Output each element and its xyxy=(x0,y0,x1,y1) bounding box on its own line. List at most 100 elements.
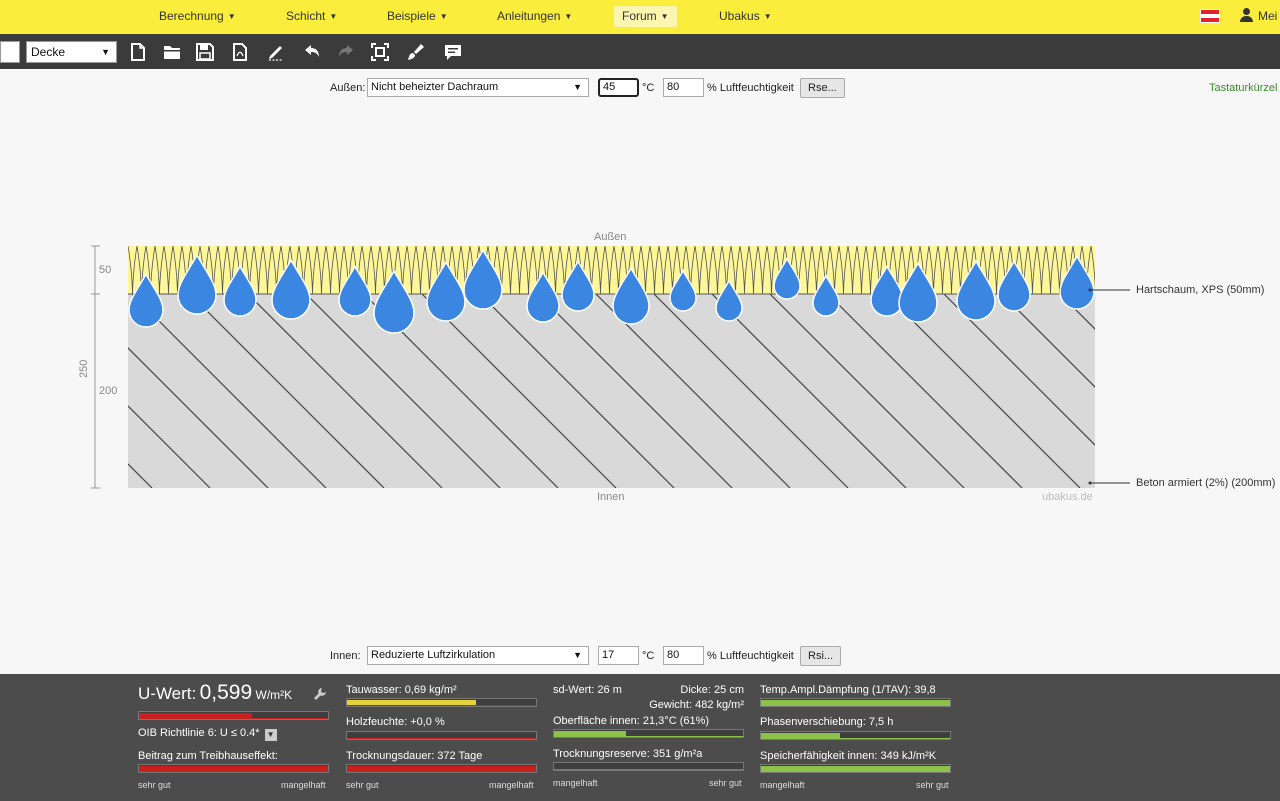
oib-requirement[interactable]: OIB Richtlinie 6: U ≤ 0.4* ▼ xyxy=(138,727,277,741)
wood-moisture-bar xyxy=(346,731,537,740)
caret-down-icon: ▼ xyxy=(763,12,772,21)
water-droplet-icon xyxy=(223,264,257,317)
inside-temperature-input[interactable]: 17 xyxy=(598,646,639,665)
water-droplet-icon xyxy=(373,269,415,334)
water-droplet-icon xyxy=(715,279,743,322)
edit-icon[interactable] xyxy=(266,42,286,62)
outside-location-select[interactable]: Nicht beheizter Dachraum ▼ xyxy=(367,78,589,97)
save-icon[interactable] xyxy=(195,42,215,62)
select-value: Reduzierte Luftzirkulation xyxy=(371,649,496,661)
layer-label-concrete[interactable]: Beton armiert (2%) (200mm) xyxy=(1136,477,1276,489)
scale-good-label: sehr gut xyxy=(138,780,171,790)
menu-schicht[interactable]: Schicht ▼ xyxy=(278,6,345,27)
rse-button[interactable]: Rse... xyxy=(800,78,845,98)
menu-label: Forum xyxy=(622,9,657,23)
drying-time-bar xyxy=(346,764,537,773)
uwert-display[interactable]: U-Wert: 0,599 W/m²K xyxy=(138,681,292,705)
dropdown-arrow-icon[interactable]: ▼ xyxy=(264,729,277,741)
outside-temperature-input[interactable]: 45 xyxy=(598,78,639,97)
surface-temp-bar xyxy=(553,729,744,738)
pdf-icon[interactable] xyxy=(230,42,250,62)
water-droplet-icon xyxy=(898,261,938,323)
caret-down-icon: ▼ xyxy=(439,12,448,21)
phase-shift-label: Phasenverschiebung: 7,5 h xyxy=(760,716,894,728)
drying-reserve-label: Trocknungsreserve: 351 g/m²a xyxy=(553,748,703,760)
outside-temp-unit: °C xyxy=(642,82,655,94)
new-file-icon[interactable] xyxy=(128,42,148,62)
heat-capacity-bar-base xyxy=(761,771,950,772)
inside-humidity-input[interactable]: 80 xyxy=(663,646,704,665)
input-value: 17 xyxy=(602,649,615,661)
menu-berechnung[interactable]: Berechnung ▼ xyxy=(151,6,244,27)
outside-humidity-input[interactable]: 80 xyxy=(663,78,704,97)
concrete-layer[interactable] xyxy=(0,294,1280,488)
phase-shift-bar xyxy=(760,731,951,740)
greenhouse-label: Beitrag zum Treibhauseffekt: xyxy=(138,750,278,762)
wrench-icon[interactable] xyxy=(313,687,327,701)
water-droplet-icon xyxy=(1059,254,1095,310)
water-droplet-icon xyxy=(870,264,904,317)
layer-label-insulation[interactable]: Hartschaum, XPS (50mm) xyxy=(1136,284,1265,296)
scale-bad-label: mangelhaft xyxy=(553,778,598,788)
water-droplet-icon xyxy=(177,253,217,315)
water-droplet-icon xyxy=(463,248,503,310)
dimension-insulation: 50 xyxy=(99,264,112,276)
inside-humidity-unit: % Luftfeuchtigkeit xyxy=(707,650,794,662)
redo-icon[interactable] xyxy=(336,42,356,62)
water-droplet-icon xyxy=(128,272,164,328)
water-droplet-icon xyxy=(773,257,801,300)
input-value: 45 xyxy=(603,81,616,93)
water-droplet-icon xyxy=(612,266,650,325)
uwert-bar-fill xyxy=(139,713,253,718)
scale-good-label: sehr gut xyxy=(346,780,379,790)
user-icon xyxy=(1240,8,1253,22)
menu-forum[interactable]: Forum ▼ xyxy=(614,6,677,27)
water-droplet-icon xyxy=(812,274,840,317)
greenhouse-bar xyxy=(138,764,329,773)
scale-bad-label: mangelhaft xyxy=(489,780,534,790)
caret-down-icon: ▼ xyxy=(660,12,669,21)
fit-view-icon[interactable] xyxy=(370,42,390,62)
rsi-button[interactable]: Rsi... xyxy=(800,646,842,666)
drying-time-bar-base xyxy=(347,771,536,772)
inside-location-select[interactable]: Reduzierte Luftzirkulation ▼ xyxy=(367,646,589,665)
comment-icon[interactable] xyxy=(443,42,463,62)
dimension-concrete: 200 xyxy=(99,385,118,397)
drying-time-label: Trocknungsdauer: 372 Tage xyxy=(346,750,483,762)
undo-icon[interactable] xyxy=(302,42,322,62)
wood-moisture-label: Holzfeuchte: +0,0 % xyxy=(346,716,445,728)
dropdown-arrow-icon: ▼ xyxy=(573,650,582,660)
condensate-label: Tauwasser: 0,69 kg/m² xyxy=(346,684,457,696)
menu-ubakus[interactable]: Ubakus ▼ xyxy=(711,6,780,27)
user-menu[interactable]: Mei xyxy=(1240,8,1277,23)
condensate-bar-fill xyxy=(347,700,476,705)
austria-flag-icon[interactable] xyxy=(1200,9,1220,23)
menu-label: Schicht xyxy=(286,9,326,23)
input-value: 80 xyxy=(667,649,680,661)
uwert-unit: W/m²K xyxy=(255,688,293,702)
construction-type-select[interactable]: Decke ▼ xyxy=(26,41,117,63)
temp-amplitude-label: Temp.Ampl.Dämpfung (1/TAV): 39,8 xyxy=(760,684,936,696)
water-droplet-icon xyxy=(426,260,466,322)
dropdown-arrow-icon: ▼ xyxy=(573,82,582,92)
thickness-label: Dicke: 25 cm xyxy=(680,684,744,696)
wall-section-drawing xyxy=(0,245,1280,489)
project-name-input[interactable] xyxy=(0,41,20,63)
layer-diagram: Außen Innen ubakus.de 50 200 250 Hartsch… xyxy=(0,220,1280,510)
open-folder-icon[interactable] xyxy=(162,42,182,62)
menu-beispiele[interactable]: Beispiele ▼ xyxy=(379,6,456,27)
surface-temp-bar-fill xyxy=(554,731,626,736)
insulation-layer[interactable] xyxy=(128,246,1100,295)
weight-label: Gewicht: 482 kg/m² xyxy=(649,699,744,711)
outside-side-label: Außen xyxy=(594,231,627,243)
water-droplet-icon xyxy=(956,259,996,321)
phase-shift-bar-fill xyxy=(761,733,841,738)
heat-capacity-label: Speicherfähigkeit innen: 349 kJ/m²K xyxy=(760,750,937,762)
menu-anleitungen[interactable]: Anleitungen ▼ xyxy=(489,6,580,27)
uwert-label: U-Wert: xyxy=(138,684,197,703)
dimension-total: 250 xyxy=(78,359,90,378)
paint-icon[interactable] xyxy=(406,42,426,62)
greenhouse-bar-fill xyxy=(139,766,328,771)
keyboard-shortcuts-link[interactable]: Tastaturkürzel a xyxy=(1209,82,1280,94)
